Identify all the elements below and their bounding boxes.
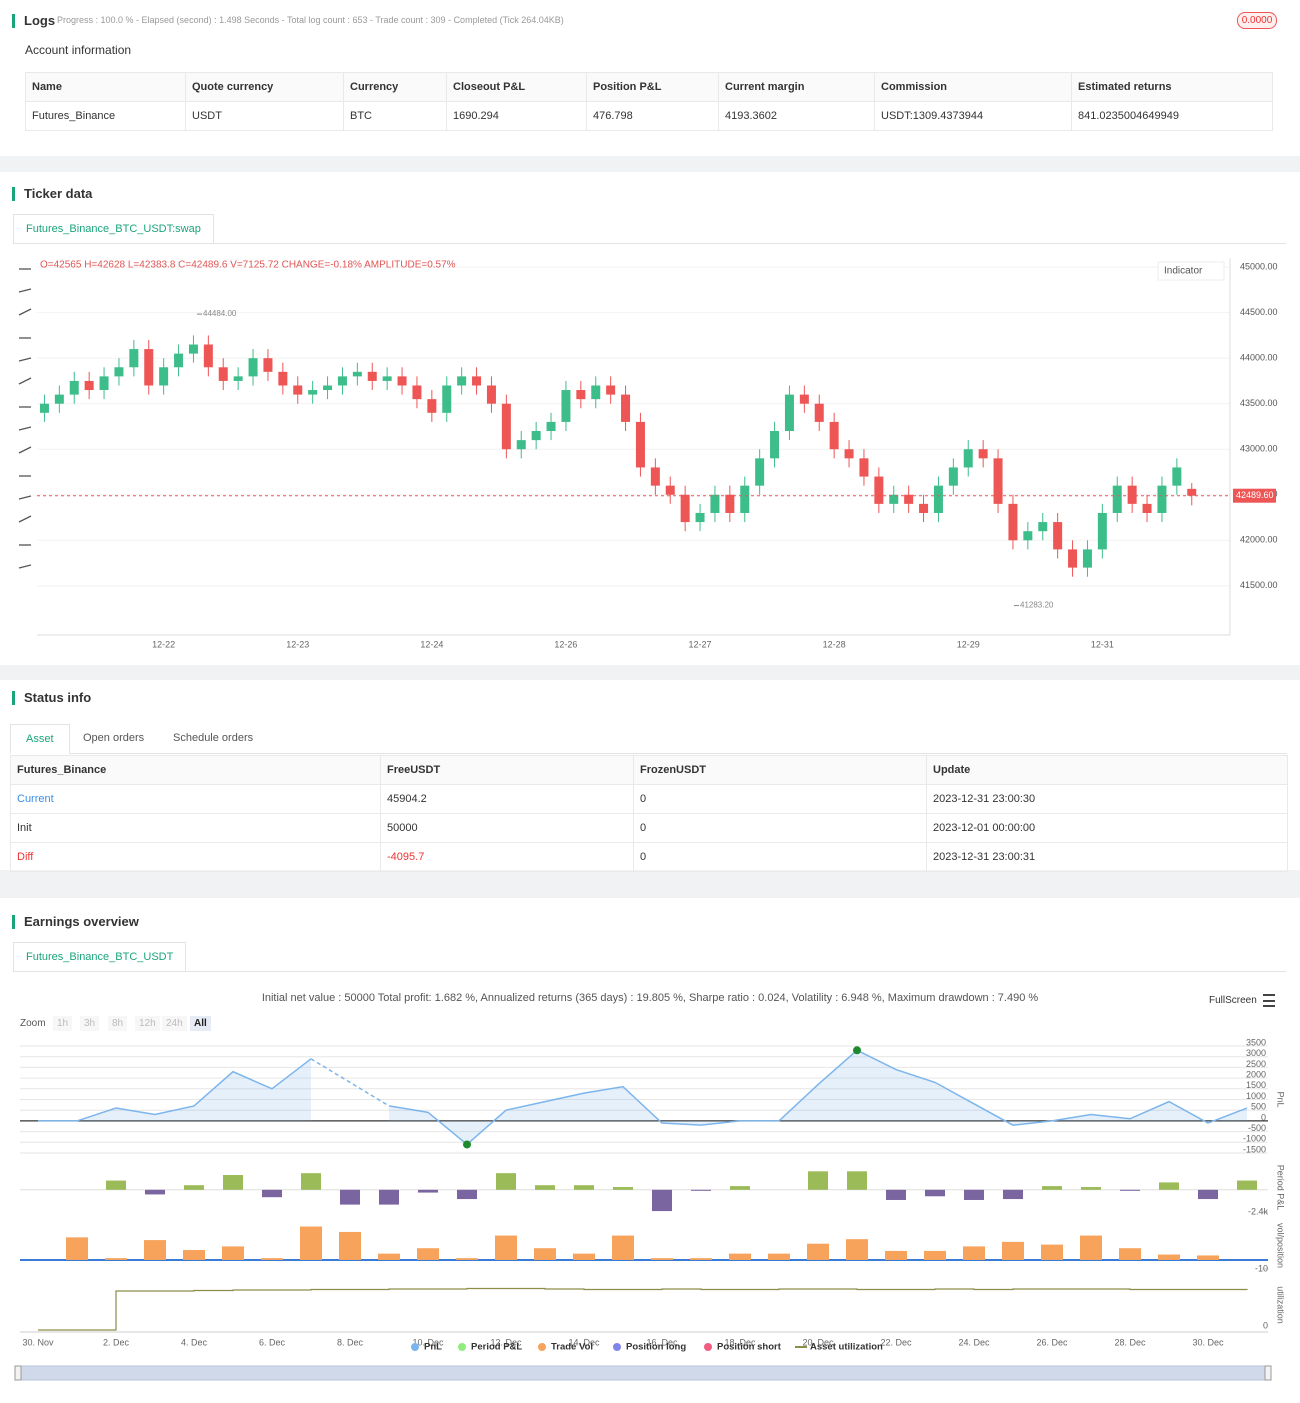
table-cell: 2023-12-01 00:00:00: [926, 813, 1288, 843]
summary: Initial net value : 50000 Total profit: …: [261, 992, 1039, 1004]
table-cell: BTC: [343, 101, 447, 131]
table-header-row: Name Quote currency Currency Closeout P&L Po…: [25, 72, 1273, 102]
header-cell: Name: [25, 72, 186, 102]
header-cell: Quote currency: [185, 72, 344, 102]
zoom-button[interactable]: 3h: [80, 1016, 100, 1031]
zoom-button[interactable]: 1h: [53, 1016, 73, 1031]
section-title: Logs: [12, 14, 55, 28]
status-section: Status info Asset Open orders Schedule ord…: [0, 680, 1300, 872]
header-cell: Closeout P&L: [446, 72, 587, 102]
table-row: Diff -4095.7 0 2023-12-31 23:00:31: [10, 842, 1288, 872]
table-cell: 0: [633, 784, 927, 814]
data-table: Futures_Binance FreeUSDT FrozenUSDT Update C…: [10, 755, 1288, 872]
tab-rule: [13, 971, 1286, 972]
table-row: Current 45904.2 0 2023-12-31 23:00:30: [10, 784, 1288, 814]
zoom-button[interactable]: 8h: [108, 1016, 128, 1031]
zoom-label: Zoom: [20, 1018, 46, 1029]
section-title: Earnings overview: [12, 915, 139, 929]
table-cell: 0: [633, 813, 927, 843]
header-cell: FrozenUSDT: [633, 755, 927, 785]
zoom-button[interactable]: 24h: [162, 1016, 187, 1031]
fullscreen-button[interactable]: FullScreen: [1209, 995, 1257, 1006]
table-cell: Diff: [10, 842, 381, 872]
section-title: Status info: [12, 691, 91, 705]
table-cell: 0: [633, 842, 927, 872]
tab[interactable]: Futures_Binance_BTC_USDT: [13, 942, 187, 971]
progress-text: Progress : 100.0 % - Elapsed (second) : …: [57, 15, 564, 25]
table-cell: Init: [10, 813, 381, 843]
badge: 0.0000: [1237, 12, 1277, 29]
section-title: Ticker data: [12, 187, 92, 201]
tab-rule: [10, 753, 1287, 754]
tab[interactable]: Schedule orders: [173, 732, 254, 744]
header-cell: Current margin: [718, 72, 875, 102]
table-row: Init 50000 0 2023-12-01 00:00:00: [10, 813, 1288, 843]
table-cell: Current: [10, 784, 381, 814]
data-table: Name Quote currency Currency Closeout P&L Po…: [25, 72, 1273, 131]
table-cell: 2023-12-31 23:00:30: [926, 784, 1288, 814]
subtitle: Account information: [25, 43, 132, 57]
table-cell: USDT: [185, 101, 344, 131]
table-cell: 1690.294: [446, 101, 587, 131]
header-cell: Currency: [343, 72, 447, 102]
earnings-section: Earnings overview Futures_Binance_BTC_US…: [0, 898, 1300, 1403]
tab[interactable]: Asset: [10, 724, 70, 754]
table-cell: 4193.3602: [718, 101, 875, 131]
table-cell: 45904.2: [380, 784, 634, 814]
tab[interactable]: Futures_Binance_BTC_USDT:swap: [13, 214, 214, 243]
table-cell: 2023-12-31 23:00:31: [926, 842, 1288, 872]
table-header-row: Futures_Binance FreeUSDT FrozenUSDT Update: [10, 755, 1288, 785]
table-cell: 841.0235004649949: [1071, 101, 1273, 131]
table-cell: 50000: [380, 813, 634, 843]
ticker-section: Ticker data Futures_Binance_BTC_USDT:swa…: [0, 172, 1300, 665]
header-cell: Estimated returns: [1071, 72, 1273, 102]
tab[interactable]: Open orders: [83, 732, 145, 744]
header-cell: Commission: [874, 72, 1072, 102]
table-row: Futures_Binance USDT BTC 1690.294 476.798 419…: [25, 101, 1273, 131]
tab-rule: [13, 243, 1286, 244]
table-cell: Futures_Binance: [25, 101, 186, 131]
zoom-button[interactable]: All: [190, 1016, 211, 1031]
table-cell: 476.798: [586, 101, 719, 131]
zoom-button[interactable]: 12h: [135, 1016, 160, 1031]
header-cell: Position P&L: [586, 72, 719, 102]
menu-icon[interactable]: [1263, 994, 1275, 1007]
table-cell: -4095.7: [380, 842, 634, 872]
logs-section: Logs Progress : 100.0 % - Elapsed (secon…: [0, 0, 1300, 156]
table-cell: USDT:1309.4373944: [874, 101, 1072, 131]
header-cell: Update: [926, 755, 1288, 785]
header-cell: Futures_Binance: [10, 755, 381, 785]
header-cell: FreeUSDT: [380, 755, 634, 785]
